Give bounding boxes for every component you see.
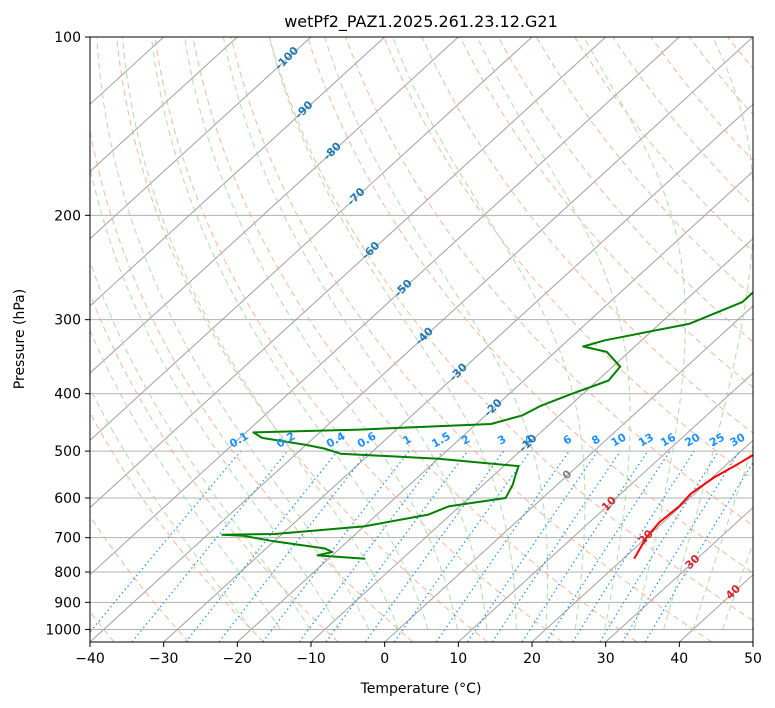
isotherm-line	[90, 37, 459, 374]
temperature-profile-line	[633, 453, 753, 560]
isotherm-line	[90, 37, 238, 173]
dry-adiabat-line	[154, 37, 563, 642]
y-tick-label: 100	[54, 30, 81, 46]
moist-adiabat-line	[90, 387, 252, 630]
isotherm-line	[90, 37, 753, 642]
moist-adiabat-line	[268, 37, 517, 630]
x-tick-label: 40	[670, 651, 688, 667]
x-tick-label: −10	[296, 651, 326, 667]
moist-adiabat-line	[90, 328, 281, 630]
isotherm-line	[90, 37, 680, 576]
dry-adiabat-line	[116, 37, 488, 642]
x-tick-label: 30	[597, 651, 615, 667]
isotherm-line	[384, 305, 753, 642]
isotherm-line	[531, 439, 753, 642]
sounding-profiles	[221, 291, 753, 560]
dry-adiabat-line	[650, 37, 753, 162]
moist-adiabat-line	[96, 37, 370, 630]
dry-adiabat-line	[230, 37, 712, 642]
mixing-ratio-line	[572, 450, 695, 642]
dewpoint-profile-line	[221, 291, 753, 560]
dry-adiabat-line	[192, 37, 638, 642]
y-tick-label: 900	[54, 595, 81, 611]
x-tick-label: −20	[223, 651, 253, 667]
dry-adiabat-line	[90, 292, 339, 642]
isotherm-line	[605, 506, 753, 642]
mixing-ratio-line	[325, 450, 468, 642]
x-tick-label: 0	[380, 651, 389, 667]
mixing-ratio-line	[298, 450, 444, 642]
x-tick-label: 50	[744, 651, 762, 667]
isotherm-line	[457, 372, 753, 642]
dry-adiabat-line	[90, 128, 414, 642]
isotherm-line	[236, 170, 753, 642]
x-tick-label: 20	[523, 651, 541, 667]
mixing-ratio-line	[131, 450, 289, 642]
mixing-ratio-line	[521, 450, 649, 642]
y-tick-label: 1000	[45, 622, 81, 638]
isotherm-line	[90, 37, 607, 509]
y-tick-label: 800	[54, 565, 81, 581]
dry-adiabat-line	[307, 37, 753, 574]
dry-adiabat-line	[497, 37, 753, 343]
moist-adiabat-line	[663, 37, 753, 630]
mixing-ratio-line	[435, 450, 570, 642]
dry-adiabat-line	[90, 411, 264, 642]
x-axis-title: Temperature (°C)	[360, 681, 482, 697]
moist-adiabat-line	[90, 259, 311, 630]
moist-adiabat-line	[121, 37, 399, 630]
moist-adiabat-line	[583, 37, 686, 630]
mixing-ratio-line	[644, 461, 753, 642]
chart-title: wetPf2_PAZ1.2025.261.23.12.G21	[284, 12, 558, 32]
x-tick-label: −30	[149, 651, 179, 667]
isotherm-line	[90, 37, 386, 307]
dry-adiabat-line	[536, 37, 753, 298]
isotherm-line	[90, 37, 533, 442]
y-tick-label: 400	[54, 387, 81, 403]
mixing-ratio-line	[545, 450, 671, 642]
plot-frame	[89, 36, 754, 643]
isotherm-line	[90, 37, 312, 240]
axis-ticks: −40 −30 −20 −10 0 10 20 30 40 50 100 200 300 400 500 60…	[45, 30, 762, 667]
x-tick-label: 10	[449, 651, 467, 667]
dry-adiabat-line	[421, 37, 753, 434]
y-tick-label: 700	[54, 531, 81, 547]
mixing-ratio-line	[185, 450, 339, 642]
moist-adiabat-line	[476, 37, 631, 630]
moist-adiabat-line	[222, 37, 488, 630]
y-tick-label: 500	[54, 444, 81, 460]
dry-adiabat-line	[459, 37, 753, 388]
y-tick-label: 200	[54, 208, 81, 224]
y-tick-label: 300	[54, 313, 81, 329]
y-axis-title: Pressure (hPa)	[12, 289, 28, 389]
moist-adiabat-line	[722, 542, 753, 630]
mixing-ratio-line	[90, 450, 242, 633]
moist-adiabat-line	[184, 37, 458, 630]
dry-adiabat-line	[345, 37, 753, 527]
moist-adiabat-line	[150, 37, 429, 630]
y-tick-label: 600	[54, 491, 81, 507]
moist-adiabat-line	[324, 37, 549, 630]
x-tick-label: −40	[75, 651, 105, 667]
mixing-ratio-line	[621, 450, 740, 642]
moist-adiabat-line	[692, 444, 753, 630]
background-lines	[90, 37, 753, 642]
mixing-ratio-line	[364, 450, 505, 642]
dry-adiabat-line	[574, 37, 753, 252]
mixing-ratio-line	[599, 450, 720, 642]
isotherm-line	[310, 237, 753, 642]
